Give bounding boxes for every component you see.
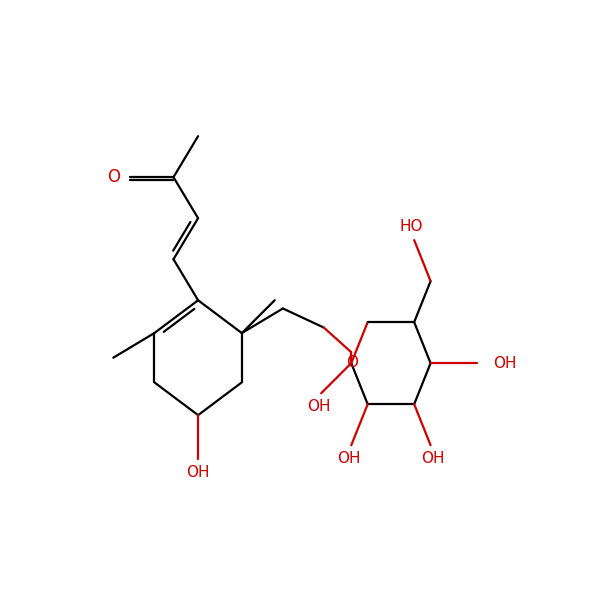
Text: OH: OH bbox=[337, 451, 360, 466]
Text: OH: OH bbox=[187, 465, 210, 480]
Text: O: O bbox=[107, 168, 120, 186]
Text: HO: HO bbox=[400, 219, 423, 234]
Text: OH: OH bbox=[307, 400, 330, 415]
Text: OH: OH bbox=[422, 451, 445, 466]
Text: O: O bbox=[346, 355, 358, 370]
Text: OH: OH bbox=[493, 356, 517, 371]
